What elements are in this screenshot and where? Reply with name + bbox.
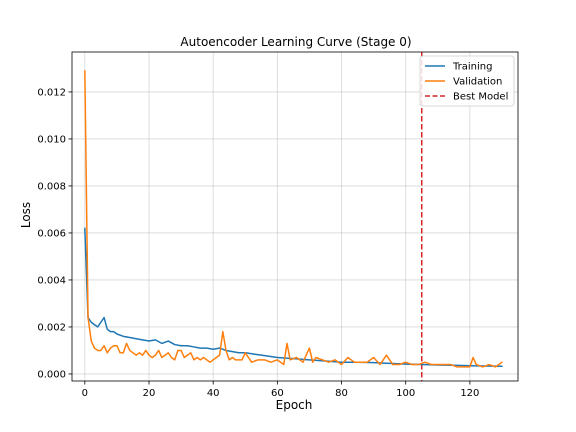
legend-box [419, 55, 515, 107]
legend-label: Best Model [453, 92, 508, 103]
x-tick-label: 20 [143, 388, 156, 399]
x-axis-label: Epoch [276, 398, 313, 412]
series-line-training [84, 227, 503, 367]
legend: Training Validation Best Model [419, 55, 515, 107]
y-tick-label: 0.006 [37, 228, 66, 239]
y-axis-label: Loss [19, 202, 33, 228]
x-tick-label: 60 [271, 388, 284, 399]
x-tick-label: 100 [396, 388, 415, 399]
x-axis: 0 20 40 60 80 100 120 [82, 381, 479, 399]
y-tick-label: 0.010 [37, 134, 66, 145]
y-tick-label: 0.008 [37, 181, 66, 192]
x-tick-label: 0 [82, 388, 88, 399]
legend-label: Validation [453, 77, 502, 88]
x-tick-label: 120 [460, 388, 479, 399]
y-tick-label: 0.000 [37, 369, 66, 380]
y-axis: 0.000 0.002 0.004 0.006 0.008 0.010 0.012 [37, 87, 72, 380]
plot-frame [71, 51, 519, 382]
x-tick-label: 40 [207, 388, 220, 399]
series-line-validation [84, 70, 503, 368]
y-tick-label: 0.012 [37, 87, 66, 98]
chart-title: Autoencoder Learning Curve (Stage 0) [180, 35, 411, 49]
y-tick-label: 0.002 [37, 322, 66, 333]
series-group [84, 70, 503, 368]
legend-label: Training [452, 62, 492, 73]
x-tick-label: 80 [335, 388, 348, 399]
y-tick-label: 0.004 [37, 275, 66, 286]
